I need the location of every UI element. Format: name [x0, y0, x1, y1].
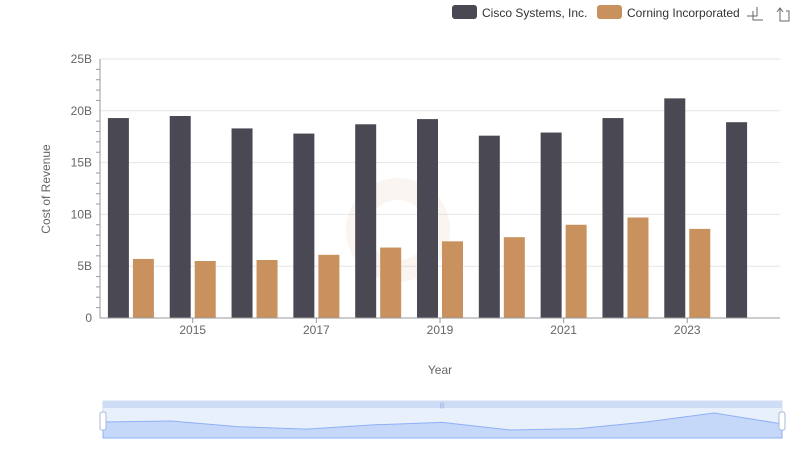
restore-icon[interactable]	[776, 7, 790, 22]
bars-layer	[107, 98, 748, 318]
y-tick-label: 5B	[77, 259, 92, 273]
bar-cisco-2018[interactable]	[355, 124, 377, 318]
bar-cisco-2017[interactable]	[293, 133, 315, 318]
datazoom-preview-area	[102, 412, 783, 439]
y-tick-label: 20B	[71, 104, 92, 118]
legend-swatch-cisco	[452, 5, 477, 19]
legend-item-cisco[interactable]: Cisco Systems, Inc.	[452, 5, 587, 20]
datazoom-slider[interactable]: |||	[99, 400, 786, 439]
bar-corning-2014[interactable]	[132, 258, 154, 318]
x-tick-label: 2019	[427, 323, 454, 337]
bar-cisco-2014[interactable]	[107, 118, 129, 318]
bar-corning-2022[interactable]	[627, 217, 649, 318]
x-tick-label: 2023	[674, 323, 701, 337]
y-tick-label: 25B	[71, 52, 92, 66]
datazoom-handle-right[interactable]	[778, 411, 786, 431]
bar-corning-2018[interactable]	[380, 247, 402, 318]
legend-label-corning: Corning Incorporated	[627, 6, 740, 20]
legend-label-cisco: Cisco Systems, Inc.	[482, 6, 587, 20]
bar-cisco-2015[interactable]	[169, 115, 191, 318]
bar-corning-2020[interactable]	[503, 237, 525, 318]
legend-swatch-corning	[597, 5, 622, 19]
bar-cisco-2016[interactable]	[231, 128, 253, 318]
legend: Cisco Systems, Inc. Corning Incorporated	[452, 5, 740, 20]
x-tick-label: 2017	[303, 323, 330, 337]
bar-cisco-2021[interactable]	[540, 132, 562, 318]
bar-corning-2023[interactable]	[689, 228, 711, 318]
bar-corning-2019[interactable]	[442, 241, 463, 318]
y-axis-title: Cost of Revenue	[39, 144, 53, 234]
zoom-select-icon[interactable]	[747, 7, 763, 21]
y-axis-ticks: 0 5B 10B 15B 20B 25B	[71, 52, 93, 325]
x-axis-title: Year	[428, 363, 452, 377]
bar-cisco-2024[interactable]	[726, 122, 748, 318]
x-tick-label: 2021	[550, 323, 577, 337]
bar-corning-2017[interactable]	[318, 254, 340, 318]
y-tick-label: 0	[85, 311, 92, 325]
bar-corning-2021[interactable]	[565, 224, 587, 318]
bar-cisco-2023[interactable]	[664, 98, 686, 318]
y-tick-label: 10B	[71, 207, 92, 221]
y-tick-label: 15B	[71, 156, 92, 170]
x-axis-ticks: 2015 2017 2019 2021 2023	[179, 318, 701, 337]
legend-item-corning[interactable]: Corning Incorporated	[597, 5, 740, 20]
bar-cisco-2020[interactable]	[478, 135, 500, 318]
bar-cisco-2019[interactable]	[417, 119, 438, 318]
x-tick-label: 2015	[179, 323, 206, 337]
bar-corning-2015[interactable]	[194, 261, 216, 318]
bar-cisco-2022[interactable]	[602, 118, 624, 318]
datazoom-handle-left[interactable]	[99, 411, 107, 431]
bar-corning-2016[interactable]	[256, 259, 278, 318]
datazoom-top-bar[interactable]	[103, 401, 782, 408]
datazoom-grip-icon: |||	[440, 403, 445, 409]
